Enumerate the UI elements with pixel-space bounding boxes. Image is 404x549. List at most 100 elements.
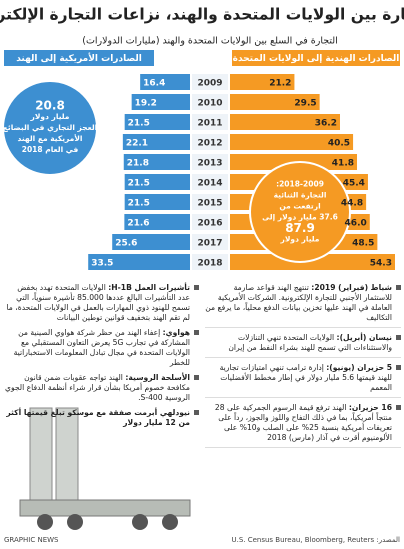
value-label: 21.5 [128, 199, 150, 209]
annotation-text: في العام 2018 [22, 145, 79, 154]
annotation-circle [249, 161, 351, 263]
source: المصدر: U.S. Census Bureau, Bloomberg, R… [231, 536, 400, 544]
bar [131, 94, 190, 110]
note-title: تأشيرات العمل H-1B: [108, 283, 190, 292]
note: نيودلهي أبرمت صفقة مع موسكو تبلغ قيمتها … [3, 408, 199, 428]
annotation-text: مليار دولار [280, 235, 320, 244]
bar [88, 254, 190, 270]
year-label: 2009 [197, 79, 222, 89]
year-cell [192, 194, 228, 210]
year-label: 2018 [197, 259, 222, 269]
bar [122, 134, 190, 150]
year-cell [192, 114, 228, 130]
note-text: الولايات المتحدة تنهي التنازلات والاستثن… [228, 333, 392, 352]
credit: GRAPHIC NEWS [4, 536, 59, 544]
annotation-text: العجز التجاري في البضائع [3, 123, 97, 132]
year-label: 2014 [197, 179, 222, 189]
note-title: 5 حزيران (يونيو): [326, 363, 392, 372]
year-cell [192, 74, 228, 90]
note: شباط (فبراير) 2019: تنتهج الهند قواعد صا… [205, 283, 401, 328]
legend-label: الصادرات الأمريكية إلى الهند [16, 52, 142, 64]
chart: التجارة بين الولايات المتحدة والهند، نزا… [0, 0, 404, 270]
bar [140, 74, 190, 90]
value-label: 54.3 [370, 259, 392, 269]
note-text: تنتهج الهند قواعد صارمة للاستثمار الأجنب… [205, 283, 392, 322]
legend-box [4, 50, 154, 66]
year-cell [192, 234, 228, 250]
wheel [67, 514, 83, 530]
bar [112, 234, 190, 250]
year-cell [192, 174, 228, 190]
notes-left: تأشيرات العمل H-1B: الولايات المتحدة تهد… [3, 283, 199, 531]
note: نيسان (أبريل): الولايات المتحدة تنهي الت… [205, 333, 401, 358]
truck-body [19, 499, 191, 517]
value-label: 41.8 [332, 159, 354, 169]
value-label: 29.5 [294, 99, 316, 109]
bar [124, 194, 190, 210]
year-label: 2013 [197, 159, 222, 169]
bar [230, 254, 395, 270]
annotation-circle [2, 80, 98, 176]
year-label: 2015 [197, 199, 222, 209]
notes: شباط (فبراير) 2019: تنتهج الهند قواعد صا… [0, 283, 404, 531]
note-title: الأسلحة الروسية: [125, 373, 190, 382]
note: 16 حزيران: الهند ترفع قيمة الرسوم الجمرك… [205, 403, 401, 448]
annotation-text: 20.8 [35, 99, 65, 113]
legend-label: الصادرات الهندية إلى الولايات المتحدة [233, 54, 400, 64]
wheel [37, 514, 53, 530]
value-label: 46.0 [345, 219, 367, 229]
note: الأسلحة الروسية: الهند تواجه عقوبات ضمن … [3, 373, 199, 403]
value-label: 21.5 [128, 119, 150, 129]
year-cell [192, 214, 228, 230]
note-title: هواوي: [162, 328, 190, 337]
note-text: الهند تواجه عقوبات ضمن قانون مكافحة خصوم… [5, 373, 190, 402]
year-cell [192, 254, 228, 270]
value-label: 45.4 [343, 179, 365, 189]
year-cell [192, 94, 228, 110]
bar [124, 214, 190, 230]
value-label: 25.6 [115, 239, 137, 249]
annotation-text: مليار دولار [30, 112, 70, 121]
bar [123, 154, 190, 170]
value-label: 48.5 [352, 239, 374, 249]
value-label: 33.5 [91, 259, 113, 269]
chart-title: التجارة بين الولايات المتحدة والهند، نزا… [0, 6, 404, 24]
bar [230, 114, 340, 130]
note: هواوي: إعفاء الهند من حظر شركة هواوي الص… [3, 328, 199, 368]
year-label: 2010 [197, 99, 222, 109]
value-label: 19.2 [135, 99, 157, 109]
note-title: 16 حزيران: [348, 403, 392, 412]
notes-right: شباط (فبراير) 2019: تنتهج الهند قواعد صا… [205, 283, 401, 531]
wheel [162, 514, 178, 530]
year-cell [192, 154, 228, 170]
chart-subtitle: التجارة في السلع بين الولايات المتحدة وا… [82, 36, 338, 47]
title-band [0, 0, 404, 28]
year-label: 2012 [197, 139, 222, 149]
note: تأشيرات العمل H-1B: الولايات المتحدة تهد… [3, 283, 199, 323]
annotation-text: 87.9 [285, 221, 315, 235]
annotation-text: الأمريكية مع الهند [18, 134, 83, 143]
note-text: الولايات المتحدة تهدد بخفض عدد التأشيرات… [6, 283, 190, 322]
note: 5 حزيران (يونيو): إدارة ترامب تنهي امتيا… [205, 363, 401, 398]
value-label: 22.1 [126, 139, 148, 149]
footer: المصدر: U.S. Census Bureau, Bloomberg, R… [0, 533, 404, 549]
bar [230, 134, 354, 150]
annotation-text: 2018-2009: [276, 180, 324, 189]
value-label: 36.2 [315, 119, 337, 129]
note-text: الهند ترفع قيمة الرسوم الجمركية على 28 م… [214, 403, 392, 442]
note-text: إدارة ترامب تنهي امتيازات تجارية للهند ق… [219, 363, 392, 392]
bar [124, 174, 190, 190]
annotation-text: التجارة الثنائية [274, 191, 327, 200]
legend-box [232, 50, 400, 66]
missile-illustration [19, 407, 191, 530]
value-label: 21.8 [127, 159, 149, 169]
year-label: 2017 [197, 239, 222, 249]
note-text: إعفاء الهند من حظر شركة هواوي الصينية من… [13, 328, 190, 367]
value-label: 40.5 [328, 139, 350, 149]
bar [230, 74, 295, 90]
value-label: 16.4 [143, 79, 165, 89]
note-title: شباط (فبراير) 2019: [311, 283, 392, 292]
value-label: 21.2 [269, 79, 291, 89]
year-label: 2016 [197, 219, 222, 229]
